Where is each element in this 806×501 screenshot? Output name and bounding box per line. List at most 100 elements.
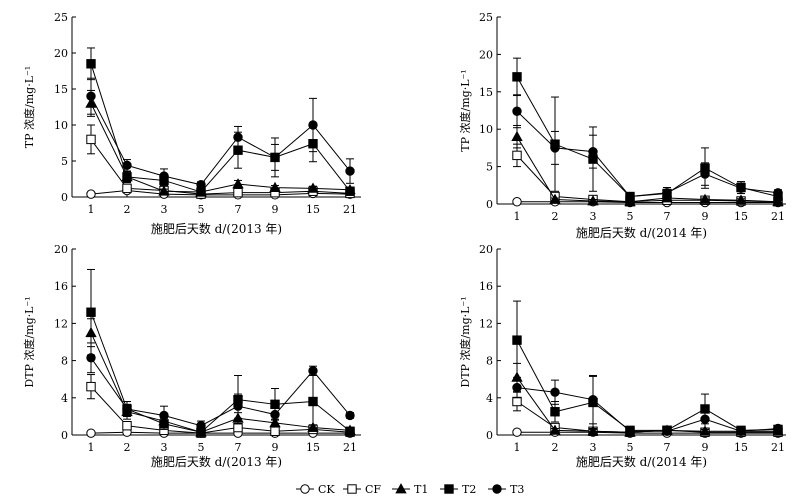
legend-label: T1 xyxy=(414,483,428,496)
legend-label: T3 xyxy=(510,483,524,496)
data-point xyxy=(700,414,710,424)
series-T3 xyxy=(86,77,355,190)
y-tick-label: 16 xyxy=(479,280,493,293)
y-tick-label: 4 xyxy=(486,392,493,405)
data-point xyxy=(588,394,598,405)
data-point xyxy=(196,421,206,431)
series-line xyxy=(90,332,351,433)
series-line xyxy=(516,387,779,432)
x-tick-label: 5 xyxy=(627,210,634,223)
series-line xyxy=(90,190,351,196)
chart-panel-1: 0 5 10 15 20 25 1 2 3 5 7 9 15 21 施肥后天数 d/(2013 年) TP 浓… xyxy=(22,11,361,236)
data-point xyxy=(269,181,281,193)
data-point xyxy=(86,353,96,363)
y-tick-label: 8 xyxy=(486,355,493,368)
x-tick-label: 5 xyxy=(627,441,634,454)
series-T2 xyxy=(512,300,783,436)
series-line xyxy=(516,136,779,203)
data-point xyxy=(512,150,522,161)
y-tick-label: 15 xyxy=(479,86,493,99)
x-tick-label: 2 xyxy=(124,203,131,216)
data-point xyxy=(662,188,672,198)
y-axis-label: TP 浓度/mg·L⁻¹ xyxy=(458,69,472,151)
x-tick-label: 3 xyxy=(161,203,168,216)
legend-item-CF: CF xyxy=(343,483,381,496)
data-point xyxy=(159,171,169,181)
series-line xyxy=(90,386,351,434)
data-point xyxy=(700,169,710,179)
y-tick-label: 25 xyxy=(54,11,68,24)
y-tick-label: 5 xyxy=(486,161,493,174)
data-point xyxy=(662,426,672,436)
legend-marker xyxy=(492,484,502,494)
data-point xyxy=(233,187,243,198)
x-tick-label: 15 xyxy=(306,441,320,454)
x-tick-label: 9 xyxy=(702,210,709,223)
y-tick-label: 12 xyxy=(479,317,493,330)
x-axis-label: 施肥后天数 d/(2013 年) xyxy=(151,221,282,236)
data-point xyxy=(233,132,243,142)
x-tick-label: 2 xyxy=(124,441,131,454)
data-point xyxy=(158,185,170,196)
data-point xyxy=(86,307,96,317)
series-line xyxy=(516,110,779,198)
y-tick-label: 15 xyxy=(54,83,68,96)
data-point xyxy=(86,189,96,199)
data-point xyxy=(773,423,783,434)
data-point xyxy=(307,182,319,193)
y-axis-label: DTP 浓度/mg·L⁻¹ xyxy=(22,296,36,387)
series-line xyxy=(90,95,351,186)
data-point xyxy=(122,404,132,414)
y-tick-label: 20 xyxy=(54,243,68,256)
x-tick-label: 3 xyxy=(590,210,597,223)
x-tick-label: 21 xyxy=(343,203,357,216)
data-point xyxy=(233,401,243,411)
data-point xyxy=(308,120,318,130)
data-point xyxy=(587,425,599,436)
data-point xyxy=(512,382,522,393)
legend-marker xyxy=(395,483,407,494)
y-tick-label: 10 xyxy=(479,123,493,136)
series-line xyxy=(90,63,351,193)
legend-item-T1: T1 xyxy=(392,483,428,496)
y-tick-label: 0 xyxy=(486,198,493,211)
x-axis-label: 施肥后天数 d/(2013 年) xyxy=(151,454,282,469)
legend-item-T3: T3 xyxy=(488,483,524,496)
y-tick-label: 0 xyxy=(61,429,68,442)
series-line xyxy=(90,103,351,193)
data-point xyxy=(86,428,96,438)
data-point xyxy=(270,426,280,436)
data-point xyxy=(270,409,280,420)
x-tick-label: 9 xyxy=(272,441,279,454)
data-point xyxy=(625,191,635,202)
data-point xyxy=(624,195,636,207)
data-point xyxy=(86,59,96,69)
series-T2 xyxy=(512,57,783,202)
data-point xyxy=(549,193,561,204)
series-T3 xyxy=(512,94,783,202)
legend-item-CK: CK xyxy=(296,483,335,496)
data-point xyxy=(122,183,132,194)
legend-label: T2 xyxy=(462,483,476,496)
data-point xyxy=(511,130,523,142)
data-point xyxy=(512,72,522,82)
data-point xyxy=(699,193,711,204)
data-point xyxy=(773,188,783,198)
series-line xyxy=(516,155,779,203)
data-point xyxy=(772,195,784,207)
legend: CK CF T1 T2 T3 xyxy=(296,483,524,496)
y-axis-label: TP 浓度/mg·L⁻¹ xyxy=(22,66,36,148)
y-tick-label: 25 xyxy=(479,11,493,24)
series-line xyxy=(90,139,351,195)
data-point xyxy=(512,396,522,407)
x-tick-label: 15 xyxy=(306,203,320,216)
data-point xyxy=(736,183,746,193)
y-tick-label: 4 xyxy=(61,392,68,405)
data-point xyxy=(736,426,746,436)
x-tick-label: 5 xyxy=(198,203,205,216)
data-point xyxy=(196,180,206,190)
x-tick-label: 2 xyxy=(552,441,559,454)
